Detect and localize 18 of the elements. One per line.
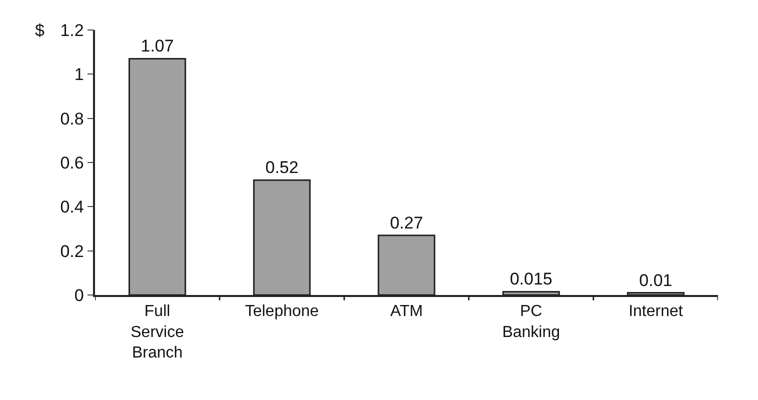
y-tick-label: 0 — [74, 286, 84, 305]
y-tick-label: 0.8 — [60, 109, 84, 128]
x-tick-label: Telephone — [244, 302, 319, 320]
x-tick-label: ATM — [390, 302, 423, 320]
x-tick-label: Internet — [628, 302, 684, 320]
y-tick-label: 0.4 — [60, 198, 84, 217]
data-label: 0.015 — [510, 270, 552, 289]
y-tick-label: 0.2 — [60, 242, 84, 261]
y-tick-label: 0.6 — [60, 153, 84, 172]
data-label: 1.07 — [140, 36, 174, 56]
data-label: 0.27 — [390, 213, 424, 232]
y-tick-label: 1.2 — [60, 20, 84, 40]
x-tick-label: PC Banking — [502, 302, 560, 341]
y-tick-label: 1 — [74, 65, 84, 84]
data-label: 0.01 — [639, 270, 672, 290]
x-tick-label: Full Service Branch — [130, 302, 184, 362]
data-label: 0.52 — [265, 158, 298, 178]
y-axis-title: $ — [35, 21, 45, 40]
